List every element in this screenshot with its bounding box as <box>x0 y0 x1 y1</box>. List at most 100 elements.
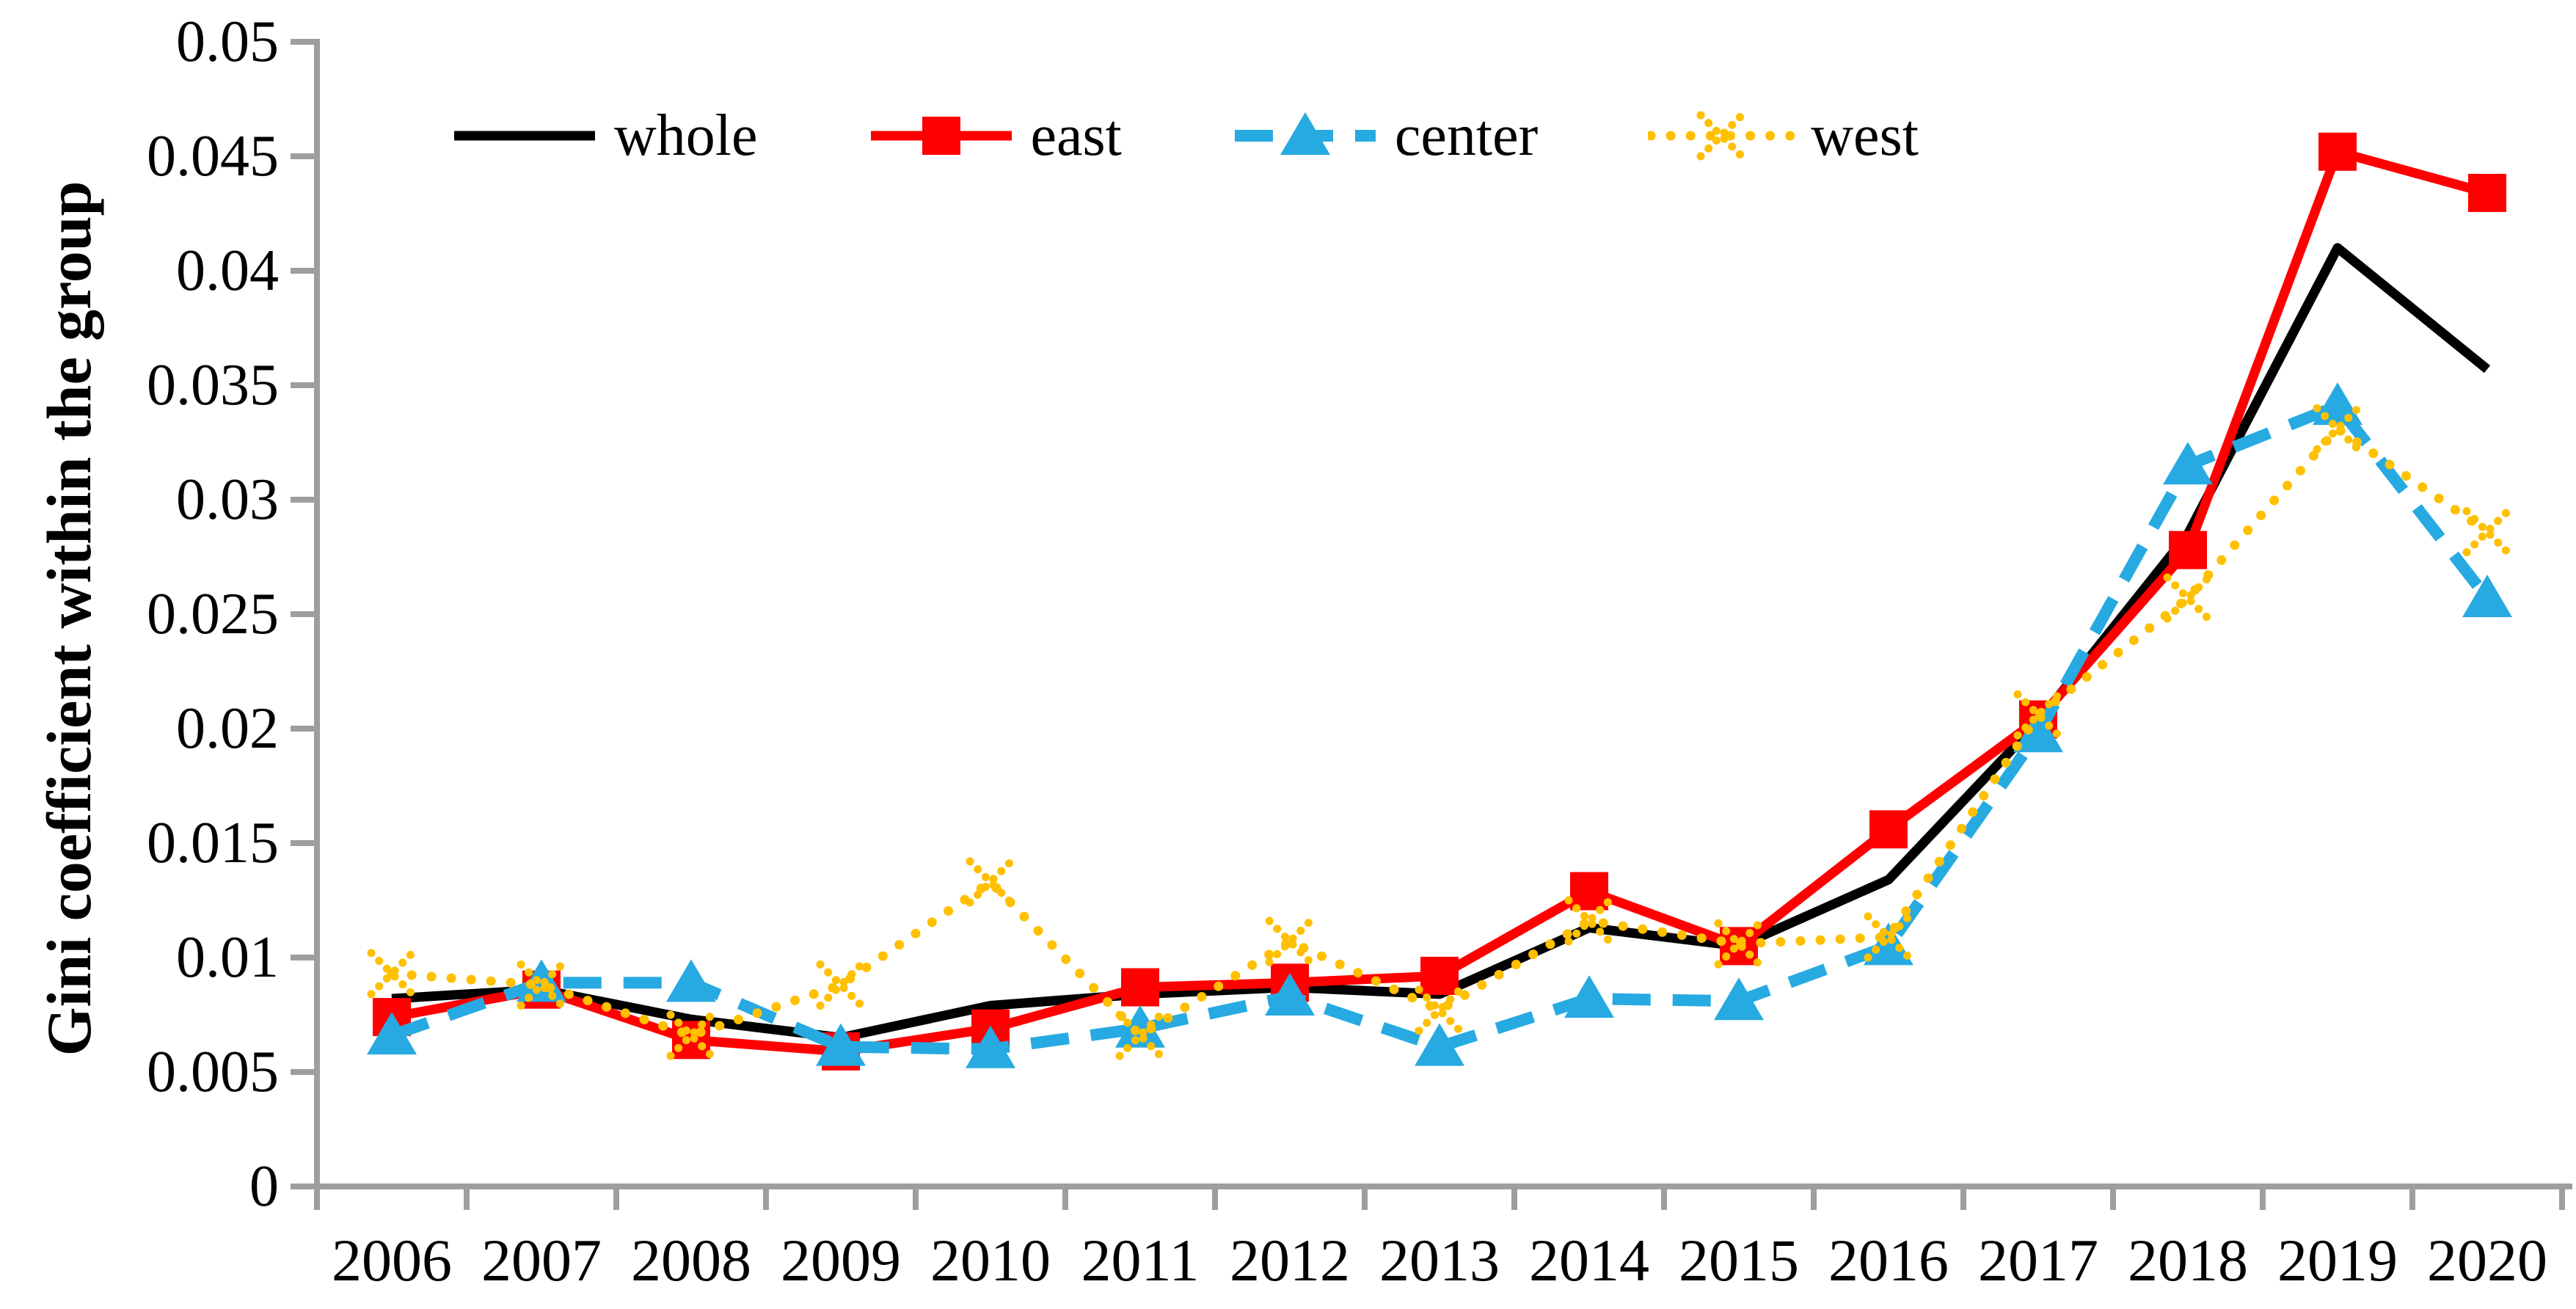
east-legend-marker <box>922 117 960 155</box>
y-tick-label: 0.015 <box>147 811 279 875</box>
series-east-marker <box>1570 872 1608 911</box>
series-west-marker <box>1115 1010 1165 1060</box>
series-west-marker <box>2013 690 2063 740</box>
west-legend-marker <box>1696 111 1746 161</box>
y-tick-label: 0.03 <box>176 467 279 532</box>
series-west-marker <box>1714 919 1764 969</box>
y-tick-label: 0.025 <box>147 582 279 646</box>
series-west-marker <box>666 1010 716 1060</box>
x-tick-label: 2012 <box>1230 1227 1350 1294</box>
series-west-marker <box>1864 912 1913 962</box>
series-west-marker <box>2163 573 2213 623</box>
series-center-marker <box>1564 975 1614 1018</box>
series-center-marker <box>1115 1004 1165 1048</box>
x-tick-label: 2014 <box>1529 1227 1649 1294</box>
series-center-marker <box>2013 710 2063 753</box>
series-west-marker <box>816 960 866 1010</box>
legend-item-east: east <box>868 103 1122 169</box>
legend-label: east <box>1030 103 1122 168</box>
series-east-marker <box>1869 810 1908 849</box>
y-tick-label: 0.005 <box>147 1040 279 1104</box>
series-center-marker <box>2462 575 2512 618</box>
series-center-marker <box>367 1012 417 1055</box>
series-west-marker <box>966 857 1015 907</box>
series-center-marker <box>966 1025 1015 1068</box>
x-tick-label: 2009 <box>781 1227 901 1294</box>
series-east-marker <box>2169 530 2207 569</box>
series-west-marker <box>666 1010 716 1060</box>
series-west-marker <box>1415 985 1464 1035</box>
y-tick-label: 0.05 <box>176 10 279 74</box>
series-whole-line <box>391 243 2491 1043</box>
series-west-marker <box>367 949 417 999</box>
series-west-marker <box>517 960 566 1010</box>
y-tick-label: 0.045 <box>147 124 279 189</box>
legend-label: center <box>1394 103 1539 168</box>
x-tick-label: 2007 <box>481 1227 602 1294</box>
y-tick-label: 0.01 <box>176 925 279 990</box>
series-center-marker <box>816 1023 866 1066</box>
series-west-marker <box>367 949 417 999</box>
series-west-marker <box>2163 573 2213 623</box>
legend-item-whole: whole <box>451 103 758 169</box>
x-tick-label: 2016 <box>1828 1227 1949 1294</box>
y-tick-label: 0.04 <box>176 238 279 303</box>
series-west-line <box>387 423 2492 1040</box>
series-west-marker <box>2313 404 2362 453</box>
series-west-marker <box>517 960 566 1010</box>
y-tick-label: 0 <box>249 1154 279 1219</box>
series-east-line <box>390 147 2489 1057</box>
west-legend-marker <box>1696 111 1746 161</box>
series-west-marker <box>2462 507 2512 557</box>
series-west-marker <box>1115 1010 1165 1060</box>
x-tick-label: 2020 <box>2427 1227 2547 1294</box>
series-west-marker <box>2462 507 2512 557</box>
whole-legend-swatch <box>454 131 595 141</box>
legend: whole east center west <box>451 103 1919 169</box>
series-west-marker <box>2013 690 2063 740</box>
series-west-marker <box>1564 896 1614 946</box>
series-east-marker <box>2318 132 2357 171</box>
series-center-marker <box>2313 382 2362 426</box>
x-tick-label: 2010 <box>930 1227 1051 1294</box>
series-west-marker <box>1415 985 1464 1035</box>
y-tick-label: 0.02 <box>176 696 279 761</box>
series-west-marker <box>1864 912 1913 962</box>
center-legend-marker <box>1280 112 1330 155</box>
series-west-marker <box>1714 919 1764 969</box>
x-tick-label: 2008 <box>631 1227 751 1294</box>
east-legend-swatch <box>870 117 1012 155</box>
series-center-marker <box>1864 922 1913 966</box>
series-west-marker <box>1265 916 1315 966</box>
series-center-marker <box>1265 973 1315 1016</box>
series-west-marker <box>1564 896 1614 946</box>
series-center-marker <box>666 959 716 1002</box>
series-east-marker <box>1420 956 1459 995</box>
series-center-marker <box>1714 977 1764 1021</box>
series-east-marker <box>2468 173 2506 212</box>
series-center-marker <box>1415 1023 1464 1066</box>
series-west-marker <box>1265 916 1315 966</box>
series-east-marker <box>1121 968 1159 1007</box>
series-center-line <box>390 400 2492 1055</box>
legend-item-west: west <box>1648 103 1919 169</box>
x-tick-label: 2018 <box>2128 1227 2248 1294</box>
west-legend-swatch <box>1648 111 1795 161</box>
center-legend-swatch <box>1234 112 1376 155</box>
x-tick-label: 2015 <box>1679 1227 1799 1294</box>
legend-label: whole <box>614 103 758 168</box>
y-tick-label: 0.035 <box>147 353 279 418</box>
series-west-marker <box>2313 404 2362 453</box>
series-west-marker <box>966 857 1015 907</box>
series-west-marker <box>816 960 866 1010</box>
series-center-marker <box>2163 442 2213 485</box>
x-tick-label: 2019 <box>2277 1227 2398 1294</box>
x-tick-label: 2013 <box>1379 1227 1500 1294</box>
legend-label: west <box>1811 103 1919 168</box>
legend-item-center: center <box>1232 103 1538 169</box>
x-tick-label: 2006 <box>332 1227 452 1294</box>
x-tick-label: 2017 <box>1978 1227 2098 1294</box>
x-tick-label: 2011 <box>1081 1227 1200 1294</box>
